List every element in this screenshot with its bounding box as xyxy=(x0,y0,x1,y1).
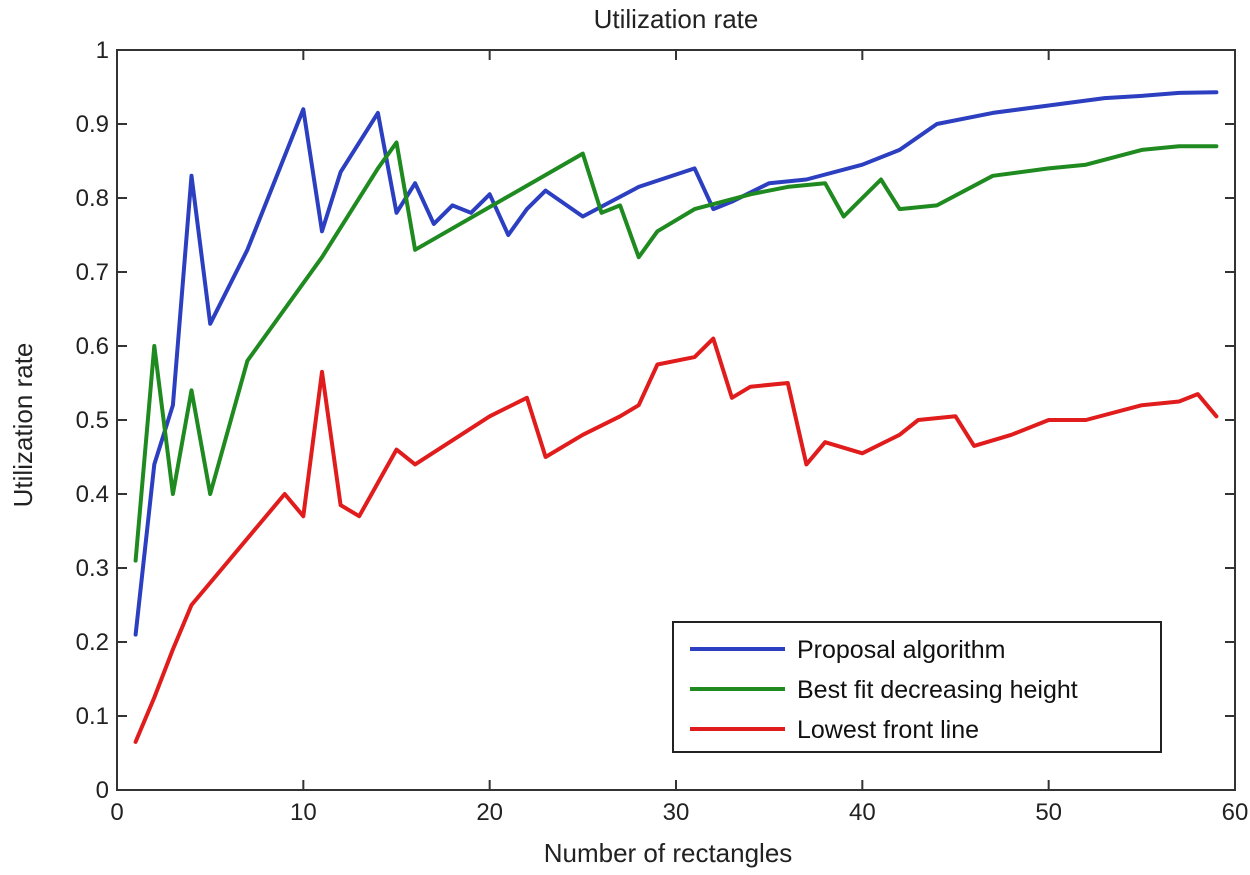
y-tick-label: 0 xyxy=(96,777,109,804)
x-tick-label: 10 xyxy=(290,799,317,826)
x-tick-label: 50 xyxy=(1035,799,1062,826)
series-line-proposal-algorithm xyxy=(133,90,1219,637)
legend-label-proposal-algorithm: Proposal algorithm xyxy=(797,636,1005,664)
series-line-lowest-front-line xyxy=(133,336,1219,744)
x-axis-label: Number of rectangles xyxy=(544,838,793,868)
x-axis: 0 10 20 30 40 50 60 xyxy=(110,50,1248,826)
y-tick-label: 0.7 xyxy=(76,259,109,286)
x-tick-label: 20 xyxy=(476,799,503,826)
legend-label-lowest-front-line: Lowest front line xyxy=(797,716,979,744)
x-tick-label: 40 xyxy=(849,799,876,826)
y-tick-label: 0.2 xyxy=(76,629,109,656)
y-tick-label: 0.9 xyxy=(76,111,109,138)
legend-label-best-fit-decreasing-height: Best fit decreasing height xyxy=(797,676,1078,704)
y-axis: 0 0.1 0.2 0.3 0.4 0.5 0.6 0.7 0.8 0.9 1 xyxy=(76,37,1235,804)
legend: Proposal algorithm Best fit decreasing he… xyxy=(672,621,1162,753)
series-line-best-fit-decreasing-height xyxy=(133,140,1219,563)
y-axis-label: Utilization rate xyxy=(8,343,38,508)
x-tick-label: 60 xyxy=(1222,799,1249,826)
y-tick-label: 0.1 xyxy=(76,703,109,730)
y-tick-label: 0.4 xyxy=(76,481,109,508)
x-tick-label: 0 xyxy=(110,799,123,826)
y-tick-label: 0.6 xyxy=(76,333,109,360)
y-tick-label: 1 xyxy=(96,37,109,64)
y-tick-label: 0.5 xyxy=(76,407,109,434)
y-tick-label: 0.8 xyxy=(76,185,109,212)
y-tick-label: 0.3 xyxy=(76,555,109,582)
chart-title: Utilization rate xyxy=(594,4,759,34)
series-layer xyxy=(133,90,1219,744)
x-tick-label: 30 xyxy=(663,799,690,826)
